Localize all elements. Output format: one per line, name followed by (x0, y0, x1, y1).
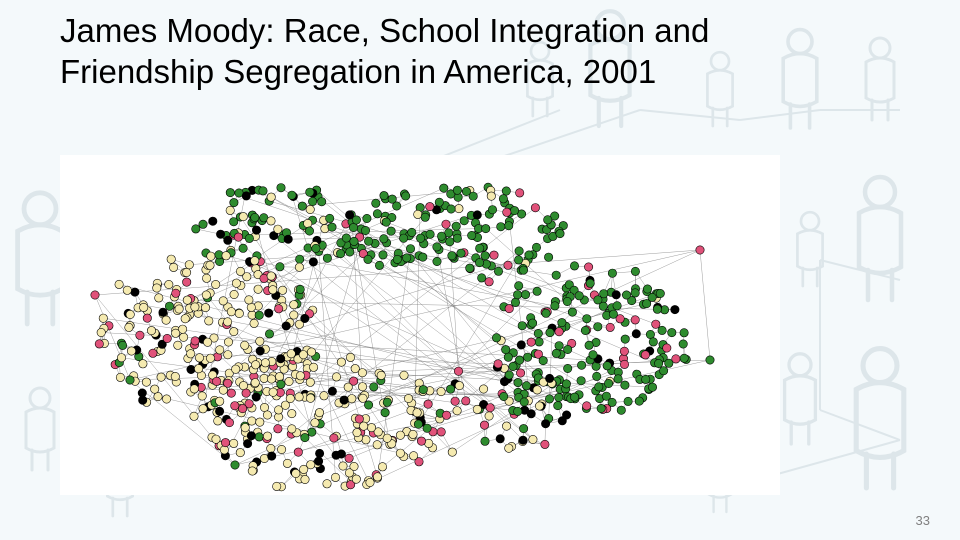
friendship-network-svg (60, 155, 780, 495)
page-title: James Moody: Race, School Integration an… (60, 10, 800, 93)
page-number: 33 (916, 513, 930, 528)
network-diagram (60, 155, 780, 495)
